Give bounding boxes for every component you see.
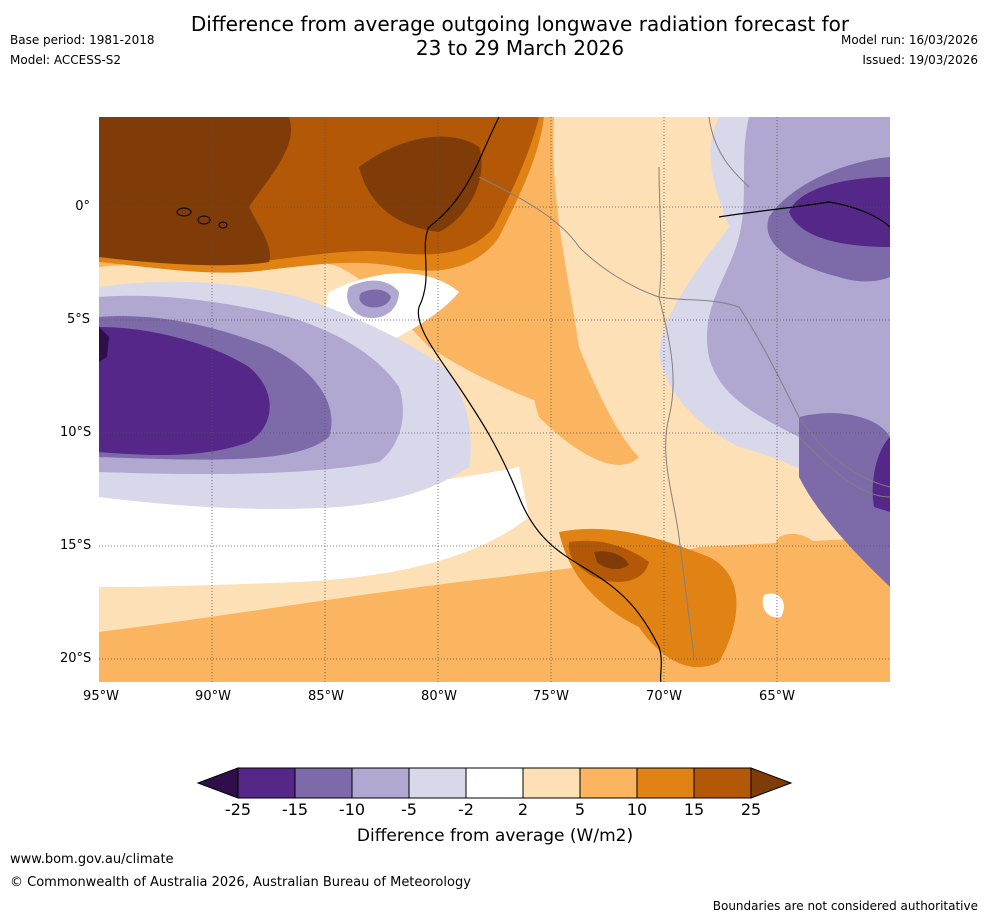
metadata-right: Model run: 16/03/2026 Issued: 19/03/2026 [841,30,978,70]
model-text: Model: ACCESS-S2 [10,53,122,67]
colorbar-tick: -2 [458,800,474,819]
lon-label-65w: 65°W [759,689,795,704]
title-line-2: 23 to 29 March 2026 [415,36,625,60]
colorbar-segment [579,767,638,799]
lon-label-80w: 80°W [421,689,457,704]
colorbar-segment [408,767,467,799]
lat-label-0: 0° [75,199,90,214]
lat-label-15s: 15°S [60,538,92,553]
lat-label-5s: 5°S [66,312,90,327]
footer-boundaries-note: Boundaries are not considered authoritat… [712,899,978,913]
lat-label-20s: 20°S [60,651,92,666]
colorbar-segment [465,767,524,799]
colorbar-tick: 2 [517,800,529,819]
anomaly-map [99,117,890,682]
contour-neutral-spot [762,593,784,618]
galapagos-island [176,207,192,217]
colorbar-segment [294,767,353,799]
colorbar-right-extension [750,767,793,799]
contour-plus25-core [359,136,482,232]
colorbar [196,767,793,799]
north-coast [718,201,890,228]
graticule [99,117,890,682]
colorbar-tick: 10 [626,800,648,819]
contour-plus25-west [99,117,291,266]
metadata-left: Base period: 1981-2018 Model: ACCESS-S2 [10,30,155,70]
colorbar-tick: 15 [683,800,705,819]
lon-label-95w: 95°W [83,689,119,704]
galapagos-island [218,221,228,229]
colorbar-segment [237,767,296,799]
title-line-1: Difference from average outgoing longwav… [190,12,850,36]
colorbar-segment [693,767,752,799]
footer-url-link[interactable]: www.bom.gov.au/climate [10,852,174,867]
contour-minus10-southeast [799,413,890,587]
colorbar-tick: 25 [740,800,762,819]
border-1 [478,176,890,488]
contour-minus15-east [789,177,890,247]
colorbar-segment [351,767,410,799]
colorbar-tick: -5 [401,800,417,819]
model-run-text: Model run: 16/03/2026 [840,33,978,47]
colorbar-label: Difference from average (W/m2) [356,826,634,846]
contour-plus5-coast [522,117,639,465]
colorbar-tick: 5 [574,800,586,819]
lon-label-85w: 85°W [308,689,344,704]
lat-label-10s: 10°S [60,425,92,440]
border-2 [658,166,695,658]
coastline [417,117,662,682]
lon-label-70w: 70°W [646,689,682,704]
border-3 [708,117,890,498]
contour-plus25-altiplano [594,551,629,569]
base-period-text: Base period: 1981-2018 [10,33,155,47]
footer-copyright: © Commonwealth of Australia 2026, Austra… [10,875,471,890]
colorbar-segment [522,767,581,799]
chart-title: Difference from average outgoing longwav… [0,12,988,60]
contour-minus25-west [99,327,109,362]
colorbar-tick: -15 [281,800,309,819]
issued-text: Issued: 19/03/2026 [862,53,978,67]
galapagos-island [197,215,211,225]
contour-minus10-blob [359,289,391,308]
colorbar-segment [636,767,695,799]
colorbar-tick: -10 [338,800,366,819]
contour-minus15-southeast [872,437,890,512]
colorbar-tick: -25 [224,800,252,819]
colorbar-left-extension [196,767,239,799]
lon-label-90w: 90°W [195,689,231,704]
lon-label-75w: 75°W [533,689,569,704]
contour-plus5-east-south [770,533,829,596]
contour-minus15-west [99,327,270,455]
